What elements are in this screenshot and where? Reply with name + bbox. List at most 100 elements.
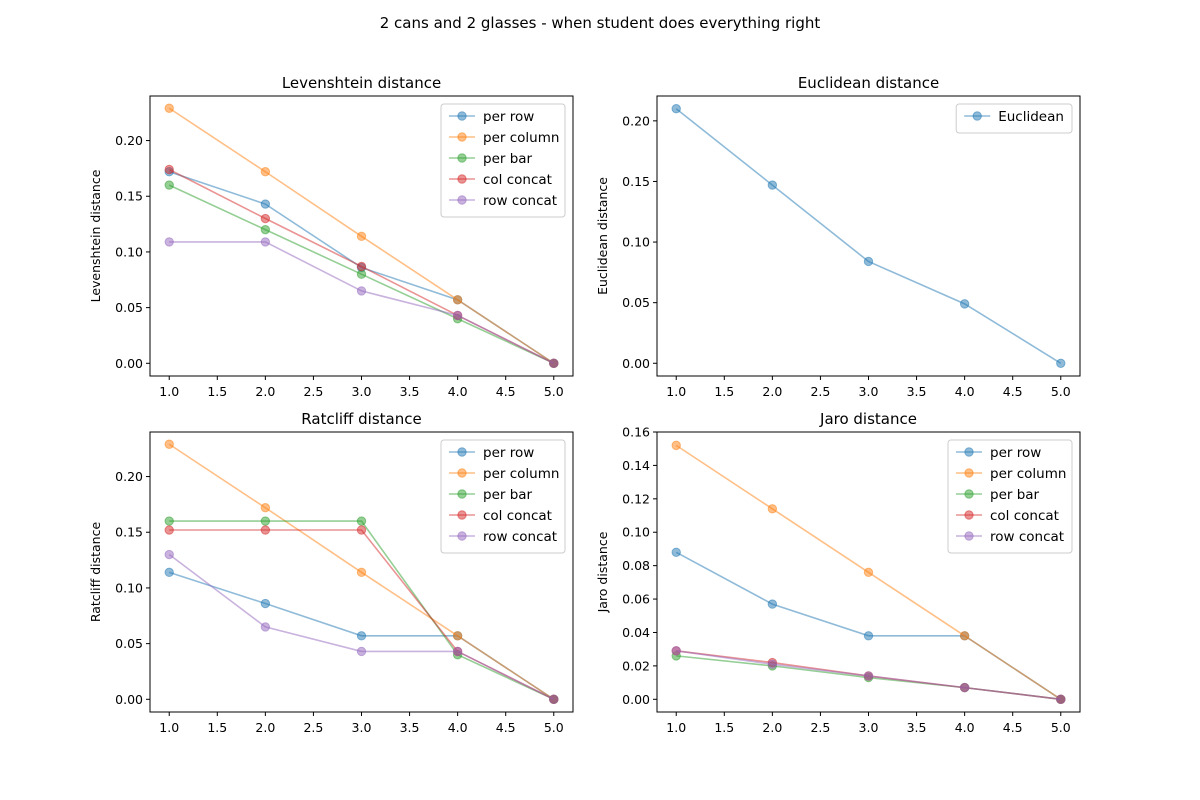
euclidean-distance-euclidean-legend-label: Euclidean <box>998 109 1064 125</box>
ratcliff-distance-per-bar-point <box>356 516 367 526</box>
ratcliff-distance-per-row-legend-label: per row <box>483 445 534 461</box>
ratcliff-distance-row-concat-legend-label: row concat <box>483 529 557 545</box>
ratcliff-distance-col-concat-point <box>164 525 174 535</box>
ratcliff-distance-ytick-label: 0.20 <box>115 469 143 484</box>
ratcliff-distance-xtick-label: 4.0 <box>448 720 468 735</box>
levenshtein-distance-row-concat-point <box>164 237 174 247</box>
ratcliff-distance-per-bar-legend-label: per bar <box>483 487 533 503</box>
jaro-distance-ytick-label: 0.16 <box>622 425 650 440</box>
levenshtein-distance-title: Levenshtein distance <box>282 74 441 92</box>
ratcliff-distance-row-concat-point <box>549 694 559 705</box>
euclidean-distance-legend-box <box>955 103 1073 134</box>
ratcliff-distance-xtick-label: 1.5 <box>207 720 227 735</box>
jaro-distance-per-column-point <box>863 567 874 578</box>
levenshtein-distance-row-concat-legend-marker <box>457 195 467 205</box>
jaro-distance-xtick-label: 4.5 <box>1003 720 1023 735</box>
levenshtein-distance-per-bar-legend-marker <box>457 153 467 163</box>
euclidean-distance-axes-frame <box>656 95 1081 377</box>
jaro-distance-per-bar-legend-label: per bar <box>990 487 1040 503</box>
ratcliff-distance-row-concat-point <box>260 622 271 632</box>
levenshtein-distance-per-bar-point <box>164 180 174 190</box>
euclidean-distance-ytick-label: 0.10 <box>622 235 650 250</box>
ratcliff-distance-per-column-point <box>260 503 271 513</box>
euclidean-distance-xtick-label: 2.0 <box>762 384 782 399</box>
euclidean-distance-euclidean-point <box>671 104 681 114</box>
levenshtein-distance-xtick-label: 1.0 <box>159 384 179 399</box>
ratcliff-distance-ytick-label: 0.05 <box>115 636 143 651</box>
jaro-distance-ytick-label: 0.06 <box>622 592 650 607</box>
ratcliff-distance-row-concat-series <box>164 549 559 705</box>
jaro-distance-row-concat-legend-marker <box>964 531 974 541</box>
levenshtein-distance-row-concat-point <box>549 358 559 369</box>
jaro-distance-xtick-label: 4.0 <box>955 720 975 735</box>
figure-title: 2 cans and 2 glasses - when student does… <box>380 14 821 32</box>
levenshtein-distance-ytick-label: 0.15 <box>115 189 143 204</box>
levenshtein-distance-col-concat-point <box>356 261 367 272</box>
jaro-distance-ylabel: Jaro distance <box>595 531 610 613</box>
euclidean-distance-panel: Euclidean distance Euclidean distance 1.0 1… <box>595 74 1081 399</box>
ratcliff-distance-per-column-point <box>356 567 367 578</box>
levenshtein-distance-axes-frame <box>149 95 574 377</box>
levenshtein-distance-per-row-legend-label: per row <box>483 109 534 125</box>
ratcliff-distance-per-column-legend-marker <box>457 468 467 478</box>
euclidean-distance-xtick-label: 1.0 <box>666 384 686 399</box>
ratcliff-distance-ytick-label: 0.15 <box>115 525 143 540</box>
levenshtein-distance-xtick-label: 2.5 <box>303 384 323 399</box>
levenshtein-distance-ytick-label: 0.20 <box>115 133 143 148</box>
levenshtein-distance-ytick-label: 0.10 <box>115 244 143 259</box>
ratcliff-distance-per-column-point <box>164 439 174 449</box>
levenshtein-distance-per-column-point <box>260 167 271 177</box>
euclidean-distance-euclidean-point <box>767 180 778 190</box>
jaro-distance-xtick-label: 5.0 <box>1051 720 1071 735</box>
jaro-distance-per-column-legend-label: per column <box>990 466 1066 482</box>
euclidean-distance-ytick-label: 0.05 <box>622 295 650 310</box>
euclidean-distance-euclidean-series <box>671 104 1066 368</box>
ratcliff-distance-panel: Ratcliff distance Ratcliff distance 1.0 1.5… <box>88 410 574 735</box>
jaro-distance-row-concat-point <box>959 682 970 693</box>
levenshtein-distance-per-bar-point <box>356 269 367 279</box>
jaro-distance-per-row-point <box>671 547 681 557</box>
jaro-distance-row-concat-point <box>1056 694 1066 705</box>
ratcliff-distance-col-concat-legend-marker <box>457 510 467 520</box>
jaro-distance-per-column-point <box>671 440 681 451</box>
levenshtein-distance-xtick-label: 4.0 <box>448 384 468 399</box>
levenshtein-distance-row-concat-legend-label: row concat <box>483 193 557 209</box>
levenshtein-distance-col-concat-legend-marker <box>457 174 467 184</box>
jaro-distance-ytick-label: 0.00 <box>622 692 650 707</box>
jaro-distance-per-column-point <box>959 631 970 641</box>
levenshtein-distance-per-column-point <box>452 295 463 305</box>
levenshtein-distance-per-row-legend-marker <box>457 111 467 121</box>
ratcliff-distance-legend: per row per column per bar col concat row co… <box>440 439 566 554</box>
levenshtein-distance-per-column-legend-label: per column <box>483 130 559 146</box>
jaro-distance-ytick-label: 0.12 <box>622 491 650 506</box>
jaro-distance-per-row-legend-label: per row <box>990 445 1041 461</box>
jaro-distance-row-concat-series <box>671 646 1066 705</box>
levenshtein-distance-col-concat-legend-label: col concat <box>483 172 552 188</box>
ratcliff-distance-row-concat-point <box>356 646 367 657</box>
levenshtein-distance-row-concat-point <box>356 286 367 296</box>
jaro-distance-ytick-label: 0.02 <box>622 658 650 673</box>
levenshtein-distance-panel: Levenshtein distance Levenshtein distance… <box>88 74 574 399</box>
levenshtein-distance-xtick-label: 1.5 <box>207 384 227 399</box>
levenshtein-distance-col-concat-point <box>164 164 174 175</box>
ratcliff-distance-per-column-legend-label: per column <box>483 466 559 482</box>
jaro-distance-title: Jaro distance <box>819 410 917 428</box>
jaro-distance-per-row-point <box>863 631 874 641</box>
levenshtein-distance-per-column-legend-marker <box>457 132 467 142</box>
jaro-distance-per-column-legend-marker <box>964 468 974 478</box>
ratcliff-distance-xtick-label: 2.0 <box>255 720 275 735</box>
ratcliff-distance-per-row-point <box>260 598 271 609</box>
euclidean-distance-title: Euclidean distance <box>798 74 939 92</box>
ratcliff-distance-per-row-point <box>164 567 174 578</box>
ratcliff-distance-xtick-label: 5.0 <box>544 720 564 735</box>
ratcliff-distance-axes-frame <box>149 431 574 713</box>
euclidean-distance-xtick-label: 2.5 <box>810 384 830 399</box>
euclidean-distance-ytick-label: 0.15 <box>622 174 650 189</box>
euclidean-distance-ytick-label: 0.00 <box>622 356 650 371</box>
euclidean-distance-xtick-label: 5.0 <box>1051 384 1071 399</box>
levenshtein-distance-xtick-label: 3.5 <box>400 384 420 399</box>
euclidean-distance-xtick-label: 1.5 <box>714 384 734 399</box>
jaro-distance-per-row-point <box>767 599 778 609</box>
jaro-distance-col-concat-legend-label: col concat <box>990 508 1059 524</box>
